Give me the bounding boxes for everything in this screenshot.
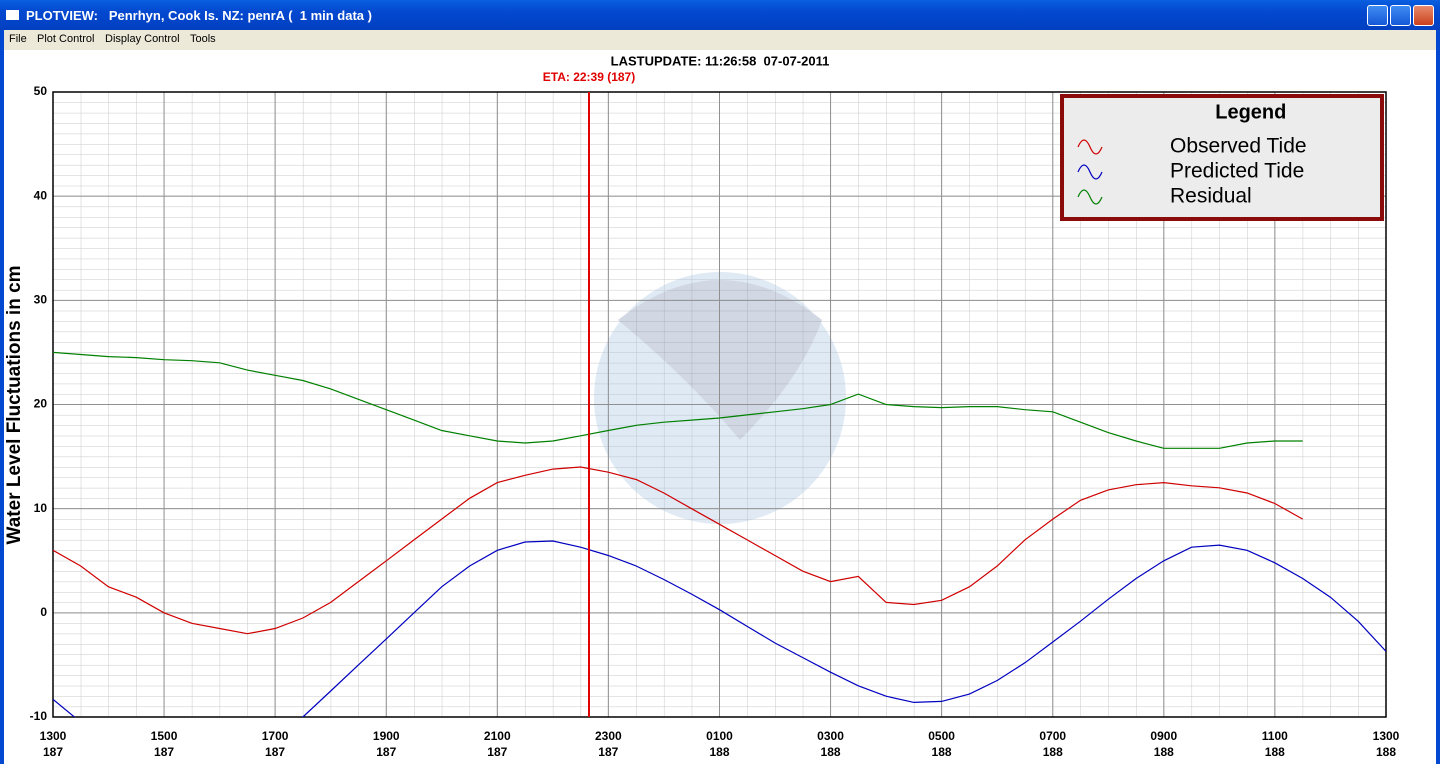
x-tick-label: 188 [821,745,841,759]
x-tick-label: 188 [1376,745,1396,759]
window-border [1436,30,1440,764]
window-icon [6,10,19,20]
x-tick-label: 1300 [1373,729,1400,743]
series-line [53,466,1303,635]
menu-bar: File Plot Control Display Control Tools [0,30,1440,50]
legend-label: Observed Tide [1170,135,1307,158]
chart: LASTUPDATE: 11:26:58 07-07-2011 Water Le… [4,53,1400,759]
x-tick-label: 0500 [928,729,955,743]
x-tick-label: 0700 [1039,729,1066,743]
x-tick-label: 187 [598,745,618,759]
x-tick-label: 1300 [40,729,67,743]
x-tick-label: 0300 [817,729,844,743]
legend-box [1060,94,1384,221]
legend-icon [1077,189,1103,205]
x-tick-label: 188 [1265,745,1285,759]
close-button[interactable] [1413,5,1434,26]
x-tick-label: 188 [709,745,729,759]
legend-title: Legend [1215,101,1286,123]
y-tick-label: 10 [34,501,48,515]
y-tick-label: 20 [34,397,48,411]
menu-item[interactable]: Tools [190,33,216,45]
menu-item[interactable]: File [9,33,27,45]
menu-item[interactable]: Plot Control [37,33,95,45]
chart-title: LASTUPDATE: 11:26:58 07-07-2011 [611,53,830,68]
y-axis-label: Water Level Fluctuations in cm [4,265,25,544]
x-tick-label: 0900 [1150,729,1177,743]
x-tick-label: 187 [487,745,507,759]
series-line [53,351,1303,449]
x-tick-label: 1100 [1262,729,1288,743]
series-line [53,540,1386,717]
y-tick-label: 50 [34,84,48,98]
title-bar: PLOTVIEW: Penrhyn, Cook Is. NZ: penrA ( … [0,0,1440,30]
y-tick-label: 0 [40,605,47,619]
legend-icon [1077,139,1103,155]
maximize-button[interactable] [1390,5,1411,26]
legend-label: Residual [1170,185,1252,208]
menu-item[interactable]: Display Control [105,33,180,45]
plot-frame [52,91,1387,718]
y-tick-label: 30 [34,293,48,307]
eta-label: ETA: 22:39 (187) [543,70,635,84]
legend-icon [1077,164,1103,180]
plot-area [53,351,1386,717]
y-tick-label: 40 [34,188,48,202]
x-tick-label: 187 [265,745,285,759]
legend-label: Predicted Tide [1170,160,1304,183]
x-tick-label: 2300 [595,729,622,743]
x-tick-label: 188 [1154,745,1174,759]
minimize-button[interactable] [1367,5,1388,26]
x-tick-label: 1500 [151,729,178,743]
y-tick-label: -10 [30,709,48,723]
x-tick-label: 1700 [262,729,289,743]
x-tick-label: 187 [154,745,174,759]
x-tick-label: 2100 [484,729,511,743]
window-title: PLOTVIEW: Penrhyn, Cook Is. NZ: penrA ( … [26,8,372,23]
window-border [0,30,4,764]
x-tick-label: 187 [376,745,396,759]
x-tick-label: 188 [932,745,952,759]
x-tick-label: 188 [1043,745,1063,759]
x-tick-label: 187 [43,745,63,759]
x-tick-label: 1900 [373,729,400,743]
x-tick-label: 0100 [706,729,733,743]
